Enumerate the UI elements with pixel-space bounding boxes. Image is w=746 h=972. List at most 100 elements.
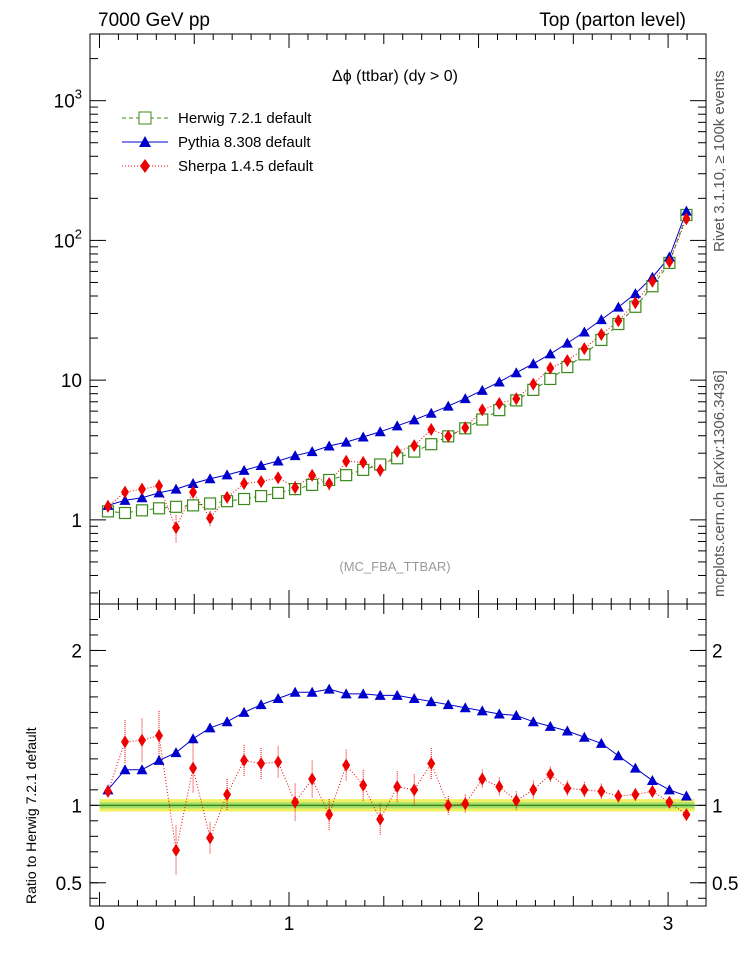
sherpa-point <box>529 377 538 391</box>
sherpa-point <box>631 296 640 310</box>
mcplots-side-label: mcplots.cern.ch [arXiv:1306.3436] <box>711 370 728 597</box>
sherpa-point <box>308 468 317 482</box>
sherpa-ratio-point <box>665 795 674 809</box>
ratio-ylabel: Ratio to Herwig 7.2.1 default <box>23 727 39 904</box>
pythia-point <box>578 326 590 337</box>
header-right-label: Top (parton level) <box>539 10 686 31</box>
herwig-point <box>425 438 438 451</box>
ratio-ytick-label: 2 <box>71 641 82 662</box>
sherpa-ratio-point <box>223 787 232 801</box>
ratio-ytick-label-right: 0.5 <box>712 874 738 895</box>
sherpa-ratio-point <box>682 808 691 822</box>
sherpa-point <box>325 477 334 491</box>
pythia-ratio-point <box>629 762 641 773</box>
sherpa-ratio-point <box>342 758 351 772</box>
pythia-ratio-point <box>544 720 556 731</box>
pythia-ratio-point <box>493 708 505 719</box>
pythia-ratio-point <box>374 689 386 700</box>
herwig-point <box>152 502 166 515</box>
pythia-point <box>221 469 233 480</box>
sherpa-ratio-point <box>206 831 215 845</box>
ratio-xtick-label: 2 <box>473 914 484 935</box>
pythia-point <box>561 337 573 348</box>
pythia-point <box>187 478 199 489</box>
pythia-point <box>272 455 284 466</box>
chart-title: Δϕ (ttbar) (dy > 0) <box>332 68 458 85</box>
pythia-ratio-point <box>238 706 250 717</box>
pythia-point <box>357 431 369 442</box>
sherpa-point <box>138 482 147 496</box>
pythia-point <box>595 314 607 325</box>
main-axes: 1 10 102 103 <box>54 33 706 604</box>
sherpa-ratio-point <box>376 812 385 826</box>
pythia-ratio-point <box>595 737 607 748</box>
pythia-point <box>493 376 505 387</box>
sherpa-ratio-point <box>138 733 147 747</box>
sherpa-ratio-point <box>189 761 198 775</box>
main-series-layer <box>101 205 693 544</box>
pythia-ratio-point <box>306 686 318 697</box>
sherpa-ratio-point <box>529 783 538 797</box>
sherpa-point <box>665 255 674 269</box>
sherpa-point <box>223 490 232 504</box>
legend: Herwig 7.2.1 default Pythia 8.308 defaul… <box>122 110 314 175</box>
sherpa-ratio-point <box>172 843 181 857</box>
pythia-ratio-point <box>340 688 352 699</box>
pythia-ratio-point <box>527 716 539 727</box>
sherpa-point <box>546 361 555 375</box>
ratio-ytick-label-right: 1 <box>712 796 723 817</box>
herwig-point <box>272 486 285 499</box>
pythia-ratio-point <box>289 686 301 697</box>
sherpa-point <box>461 421 470 435</box>
sherpa-point <box>563 354 572 368</box>
ratio-ytick-label-right: 2 <box>712 641 723 662</box>
pythia-point <box>527 358 539 369</box>
pythia-ratio-point <box>561 725 573 736</box>
sherpa-ratio-point <box>291 795 300 809</box>
sherpa-point <box>376 463 385 477</box>
sherpa-ratio-point <box>325 808 334 822</box>
legend-entry-sherpa: Sherpa 1.4.5 default <box>122 158 314 175</box>
ratio-axes: 0 1 2 3 0.5 0.5 1 1 2 2 <box>56 604 738 935</box>
pythia-ratio-point <box>204 722 216 733</box>
ratio-ytick-label: 1 <box>71 796 82 817</box>
pythia-ratio-point <box>357 688 369 699</box>
sherpa-point <box>648 274 657 288</box>
sherpa-point <box>120 485 129 499</box>
legend-marker-herwig <box>138 111 152 125</box>
pythia-point <box>204 473 216 484</box>
pythia-ratio-point <box>510 710 522 721</box>
pythia-ratio-point <box>408 692 420 703</box>
sherpa-point <box>597 328 606 342</box>
pythia-ratio-point <box>119 764 131 775</box>
pythia-point <box>340 436 352 447</box>
sherpa-point <box>206 511 215 525</box>
analysis-watermark: (MC_FBA_TTBAR) <box>339 559 450 574</box>
pythia-point <box>255 459 267 470</box>
sherpa-ratio-point <box>546 767 555 781</box>
pythia-point <box>391 420 403 431</box>
legend-marker-pythia <box>139 136 151 147</box>
main-ytick-label: 10 <box>61 371 82 392</box>
sherpa-point <box>240 477 249 491</box>
sherpa-ratio-point <box>648 784 657 798</box>
herwig-point <box>169 500 183 513</box>
legend-label-herwig: Herwig 7.2.1 default <box>178 110 312 127</box>
sherpa-point <box>342 454 351 468</box>
sherpa-ratio-point <box>444 798 453 812</box>
sherpa-ratio-point <box>631 787 640 801</box>
sherpa-ratio-point <box>563 781 572 795</box>
sherpa-ratio-point <box>155 729 164 743</box>
pythia-ratio-point <box>391 689 403 700</box>
rivet-side-label: Rivet 3.1.10, ≥ 100k events <box>711 70 728 252</box>
sherpa-point <box>393 444 402 458</box>
pythia-point <box>374 426 386 437</box>
sherpa-point <box>580 342 589 356</box>
legend-entry-pythia: Pythia 8.308 default <box>122 134 311 151</box>
pythia-ratio-point <box>272 692 284 703</box>
pythia-point <box>238 464 250 475</box>
sherpa-point <box>291 481 300 495</box>
sherpa-point <box>155 479 164 493</box>
sherpa-ratio-point <box>359 778 368 792</box>
